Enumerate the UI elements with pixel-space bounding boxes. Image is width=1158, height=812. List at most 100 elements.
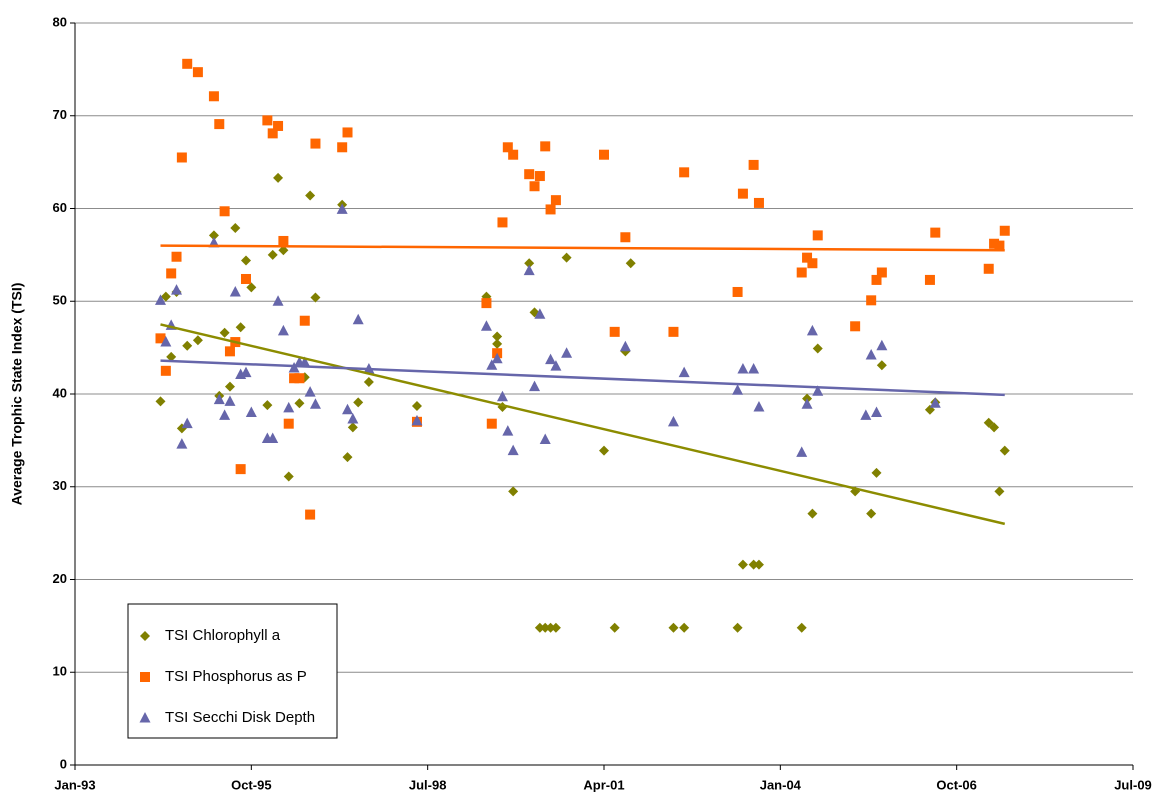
point: [192, 67, 203, 78]
point: [155, 333, 166, 344]
point: [229, 285, 241, 297]
legend-marker: [140, 631, 150, 641]
point: [550, 360, 562, 371]
point: [540, 622, 551, 633]
point: [994, 486, 1005, 497]
y-tick-label: 60: [53, 200, 67, 215]
point: [272, 295, 284, 306]
point: [219, 327, 230, 338]
point: [213, 393, 225, 405]
point: [748, 159, 759, 170]
point: [737, 362, 749, 374]
point: [625, 258, 636, 269]
point: [496, 390, 508, 402]
point: [620, 232, 631, 243]
point: [492, 331, 503, 342]
point: [353, 397, 364, 408]
point: [753, 400, 765, 412]
point: [812, 343, 823, 354]
point: [155, 396, 166, 407]
point: [240, 366, 252, 378]
legend-marker: [140, 672, 150, 682]
point: [182, 340, 193, 351]
point: [246, 282, 257, 293]
point: [192, 335, 203, 346]
trend-line: [160, 323, 1006, 526]
point: [545, 353, 557, 365]
point: [219, 206, 230, 217]
legend-label: TSI Phosphorus as P: [165, 668, 307, 685]
y-axis-label: Average Trophic State Index (TSI): [9, 283, 25, 506]
point: [748, 362, 760, 374]
x-tick-label: Oct-95: [231, 777, 271, 792]
point: [807, 258, 818, 269]
point: [561, 347, 573, 358]
point: [529, 380, 541, 392]
y-tick-label: 10: [53, 664, 67, 679]
point: [304, 386, 316, 397]
point: [310, 138, 321, 149]
point: [363, 376, 374, 387]
point: [235, 322, 246, 333]
y-tick-label: 30: [53, 478, 67, 493]
point: [283, 418, 294, 429]
point: [796, 446, 808, 457]
point: [277, 324, 289, 336]
x-tick-label: Apr-01: [583, 777, 624, 792]
point: [273, 120, 284, 131]
point: [999, 445, 1010, 456]
point: [796, 622, 807, 633]
point: [866, 295, 877, 306]
point: [983, 263, 994, 274]
point: [732, 622, 743, 633]
x-tick-label: Jan-04: [760, 777, 802, 792]
point: [305, 190, 316, 201]
point: [806, 324, 818, 336]
point: [278, 245, 289, 256]
point: [524, 169, 535, 180]
point: [171, 284, 183, 295]
point: [166, 351, 177, 362]
point: [737, 188, 748, 199]
point: [160, 291, 171, 302]
y-tick-label: 80: [53, 14, 67, 29]
point: [540, 141, 551, 152]
point: [599, 149, 609, 160]
point: [411, 401, 422, 412]
point: [550, 195, 561, 206]
point: [507, 444, 519, 456]
point: [224, 395, 236, 406]
point: [347, 422, 358, 433]
point: [753, 559, 764, 570]
point: [283, 471, 294, 482]
point: [176, 152, 187, 163]
legend-box: [127, 603, 338, 739]
point: [534, 171, 545, 182]
legend-label: TSI Chlorophyll a: [165, 627, 281, 644]
point: [491, 352, 503, 364]
point: [667, 415, 679, 427]
point: [550, 622, 561, 633]
point: [930, 227, 941, 238]
point: [480, 320, 492, 331]
x-tick-label: Jul-09: [1114, 777, 1152, 792]
x-tick-label: Jul-98: [409, 777, 447, 792]
point: [166, 268, 177, 279]
point: [310, 292, 321, 303]
point: [347, 413, 359, 424]
trend-line: [160, 359, 1005, 397]
trend-line: [160, 244, 1005, 252]
point: [529, 181, 540, 192]
point: [486, 359, 498, 370]
point: [294, 373, 305, 384]
point: [545, 622, 556, 633]
point: [411, 414, 423, 426]
point: [679, 167, 690, 178]
point: [267, 432, 279, 444]
point: [999, 225, 1010, 236]
point: [208, 91, 219, 102]
point: [305, 509, 316, 520]
point: [262, 400, 273, 411]
point: [486, 418, 497, 429]
point: [802, 252, 813, 263]
